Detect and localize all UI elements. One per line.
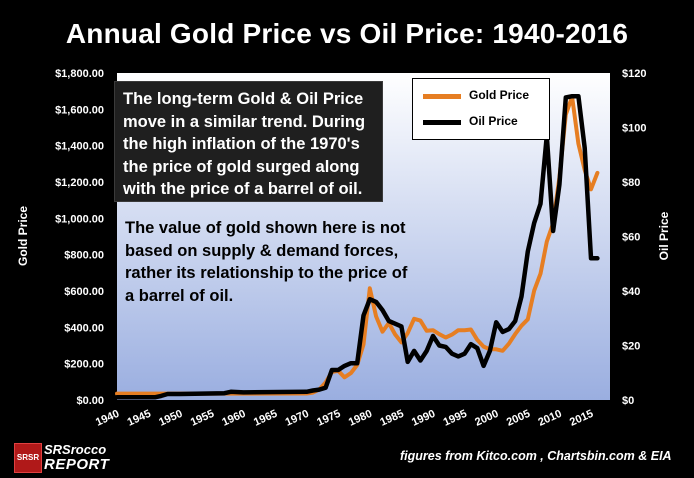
x-tick-label: 2005	[505, 408, 532, 429]
left-tick-label: $1,200.00	[55, 177, 104, 189]
x-tick-label: 1970	[284, 408, 311, 429]
left-tick-label: $800.00	[64, 250, 104, 262]
x-tick-label: 2010	[536, 408, 563, 429]
x-tick-label: 2015	[568, 408, 595, 429]
annotation-note: The value of gold shown here is not base…	[125, 219, 408, 305]
x-axis-ticks: 1940 1945 1950 1955 1960 1965 1970 1975 1980 1985…	[94, 408, 595, 429]
left-tick-label: $0.00	[76, 395, 104, 407]
x-tick-label: 1950	[157, 408, 184, 429]
right-tick-label: $100	[622, 123, 646, 135]
x-tick-label: 1980	[347, 408, 374, 429]
right-tick-label: $40	[622, 286, 640, 298]
x-tick-label: 2000	[473, 408, 500, 429]
chart-legend: Gold Price Oil Price	[412, 78, 550, 140]
left-tick-label: $600.00	[64, 286, 104, 298]
x-tick-label: 1990	[410, 408, 437, 429]
logo-line2: REPORT	[44, 456, 110, 473]
left-tick-label: $400.00	[64, 322, 104, 334]
left-tick-label: $1,800.00	[55, 68, 104, 80]
right-tick-label: $60	[622, 232, 640, 244]
legend-swatch-gold	[423, 94, 461, 99]
x-tick-label: 1995	[442, 408, 469, 429]
left-tick-label: $1,600.00	[55, 104, 104, 116]
right-axis-ticks: $0 $20 $40 $60 $80 $100 $120	[622, 68, 646, 407]
logo-line1: SRSrocco	[44, 442, 107, 457]
oil-price-line	[114, 93, 600, 400]
left-tick-label: $1,400.00	[55, 141, 104, 153]
left-axis-ticks: $0.00 $200.00 $400.00 $600.00 $800.00 $1,000.…	[55, 68, 104, 407]
logo-badge-icon: SRSR	[14, 443, 42, 473]
x-tick-label: 1960	[220, 408, 247, 429]
series-lines	[114, 93, 600, 400]
right-tick-label: $0	[622, 395, 634, 407]
y-axis-label-right: Oil Price	[657, 211, 671, 260]
legend-item-oil: Oil Price	[413, 113, 549, 131]
source-credit: figures from Kitco.com , Chartsbin.com &…	[400, 449, 672, 463]
right-tick-label: $120	[622, 68, 646, 80]
y-axis-label-left: Gold Price	[16, 206, 30, 266]
legend-item-gold: Gold Price	[413, 87, 549, 105]
right-tick-label: $80	[622, 177, 640, 189]
x-tick-label: 1955	[189, 408, 216, 429]
x-tick-label: 1975	[315, 408, 342, 429]
x-tick-label: 1940	[94, 408, 121, 429]
right-tick-label: $20	[622, 341, 640, 353]
srsrocco-logo: SRSR SRSrocco REPORT	[4, 440, 130, 474]
legend-label-gold: Gold Price	[469, 88, 530, 102]
legend-label-oil: Oil Price	[469, 114, 518, 128]
left-tick-label: $200.00	[64, 359, 104, 371]
legend-swatch-oil	[423, 120, 461, 125]
x-tick-label: 1985	[378, 408, 405, 429]
x-tick-label: 1965	[252, 408, 279, 429]
left-tick-label: $1,000.00	[55, 213, 104, 225]
x-tick-label: 1945	[126, 408, 153, 429]
callout-box: The long-term Gold & Oil Price move in a…	[114, 81, 383, 202]
page-title: Annual Gold Price vs Oil Price: 1940-201…	[65, 18, 629, 49]
